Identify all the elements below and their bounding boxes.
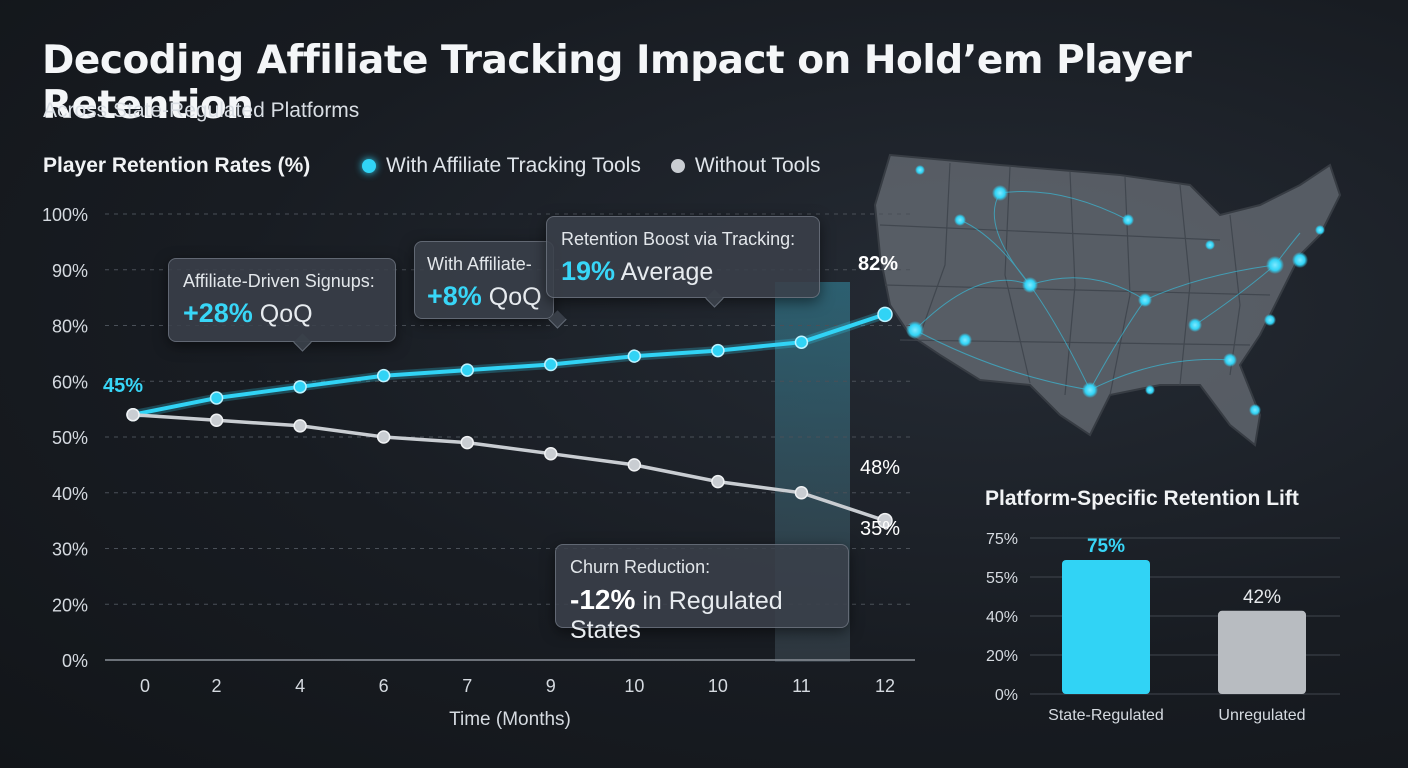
us-network-map <box>873 153 1342 447</box>
y-tick-label: 80% <box>52 317 88 337</box>
x-tick-label: 4 <box>295 676 305 696</box>
series-line-with-tools <box>131 312 887 417</box>
data-point-with-tools <box>877 306 893 323</box>
legend-marker-without-tools <box>670 159 685 173</box>
callout-signups-suffix: QoQ <box>259 300 313 328</box>
callout-boost-value: 19% Average <box>561 256 805 287</box>
data-point-without-tools <box>460 435 474 450</box>
x-tick-label: 12 <box>875 676 895 696</box>
y-tick-label: 100% <box>42 205 88 225</box>
y-tick-label: 0% <box>62 651 88 671</box>
x-tick-label: 10 <box>708 676 728 696</box>
data-point-with-tools <box>544 357 558 372</box>
callout-affiliate-number: +8% <box>427 281 482 311</box>
point-label-with-tools-end: 82% <box>858 253 898 275</box>
line-chart-legend: With Affiliate Tracking Tools Without To… <box>362 154 821 178</box>
bar-y-tick-label: 75% <box>986 531 1018 548</box>
retention-lift-bar-chart: 0% 20% 40% 55% 75% 75% 42% State-Regulated Unr… <box>986 531 1340 724</box>
x-tick-label: 0 <box>140 676 150 696</box>
legend-item-with-tools: With Affiliate Tracking Tools <box>362 154 641 178</box>
data-point-with-tools <box>711 343 725 358</box>
x-tick-label: 9 <box>546 676 556 696</box>
data-point-with-tools <box>627 349 642 363</box>
callout-affiliate-signups: Affiliate-Driven Signups: +28% QoQ <box>168 258 396 342</box>
x-axis-title: Time (Months) <box>449 709 571 730</box>
point-label-start: 45% <box>103 375 143 397</box>
data-point-without-tools <box>376 430 391 444</box>
data-point-without-tools <box>126 407 140 422</box>
bar-unregulated <box>1218 610 1306 694</box>
bar-category-label: Unregulated <box>1218 707 1305 724</box>
data-point-with-tools <box>209 391 224 405</box>
y-tick-label: 50% <box>52 428 88 448</box>
callout-affiliate-value: +8% QoQ <box>427 281 542 312</box>
callout-affiliate-label: With Affiliate- <box>427 254 532 274</box>
page-subtitle: Across State-Regulated Platforms <box>43 99 360 122</box>
x-tick-label: 11 <box>792 676 811 696</box>
bar-y-tick-label: 55% <box>986 570 1018 587</box>
series-line-without-tools <box>131 412 887 523</box>
legend-marker-with-tools <box>362 159 376 173</box>
us-map-state-borders <box>879 162 1271 396</box>
bar-state-regulated <box>1062 560 1150 694</box>
y-tick-label: 60% <box>52 372 88 392</box>
data-point-with-tools <box>460 363 474 377</box>
callout-affiliate-growth: With Affiliate- +8% QoQ <box>414 241 554 319</box>
data-point-with-tools <box>293 380 307 394</box>
callout-churn-reduction: Churn Reduction: -12% in Regulated State… <box>555 544 849 644</box>
y-tick-label: 30% <box>52 540 88 560</box>
callout-boost-label: Retention Boost via Tracking: <box>561 229 796 249</box>
x-tick-label: 2 <box>212 676 222 696</box>
bar-y-tick-label: 40% <box>986 609 1018 626</box>
data-point-with-tools <box>376 368 391 383</box>
bar-category-label: State-Regulated <box>1048 707 1164 724</box>
bar-value-label: 42% <box>1243 587 1281 608</box>
us-map-nodes <box>906 165 1325 416</box>
callout-churn-label: Churn Reduction: <box>570 557 711 577</box>
y-tick-label: 90% <box>52 261 88 281</box>
x-tick-label: 10 <box>624 676 644 696</box>
page-title: Decoding Affiliate Tracking Impact on Ho… <box>42 38 1192 128</box>
data-point-without-tools <box>293 419 307 433</box>
callout-churn-value: -12% in Regulated States <box>570 584 834 645</box>
callout-boost-suffix: Average <box>620 258 714 286</box>
data-point-without-tools <box>711 474 725 489</box>
callout-affiliate-suffix: QoQ <box>488 283 542 311</box>
data-point-without-tools <box>794 486 809 500</box>
us-map-network-lines <box>914 191 1301 391</box>
callout-signups-number: +28% <box>183 298 253 328</box>
legend-item-without-tools: Without Tools <box>670 154 821 178</box>
data-point-without-tools <box>544 446 558 461</box>
legend-label-without-tools: Without Tools <box>694 154 821 177</box>
data-point-without-tools <box>627 458 642 472</box>
bar-y-tick-label: 0% <box>995 687 1018 704</box>
point-label-without-tools-end: 35% <box>860 518 900 540</box>
x-tick-label: 7 <box>462 676 472 696</box>
bar-chart-title: Platform-Specific Retention Lift <box>985 487 1299 510</box>
y-tick-label: 40% <box>52 484 88 504</box>
bar-value-label: 75% <box>1087 536 1125 557</box>
point-label-without-tools-upper: 48% <box>860 457 900 479</box>
data-point-without-tools <box>877 512 893 529</box>
callout-churn-suffix: in Regulated States <box>570 587 783 644</box>
legend-label-with-tools: With Affiliate Tracking Tools <box>386 154 641 177</box>
callout-churn-number: -12% <box>570 584 636 615</box>
us-map-silhouette <box>873 153 1342 447</box>
y-tick-label: 20% <box>52 595 88 615</box>
bar-y-tick-label: 20% <box>986 648 1018 665</box>
data-point-without-tools <box>209 413 224 428</box>
callout-boost-number: 19% <box>561 256 616 286</box>
callout-retention-boost: Retention Boost via Tracking: 19% Averag… <box>546 216 820 298</box>
line-chart-title: Player Retention Rates (%) <box>43 154 311 177</box>
data-point-with-tools <box>794 335 809 349</box>
callout-signups-label: Affiliate-Driven Signups: <box>183 271 375 291</box>
callout-signups-value: +28% QoQ <box>183 298 381 329</box>
x-tick-label: 6 <box>379 676 389 696</box>
